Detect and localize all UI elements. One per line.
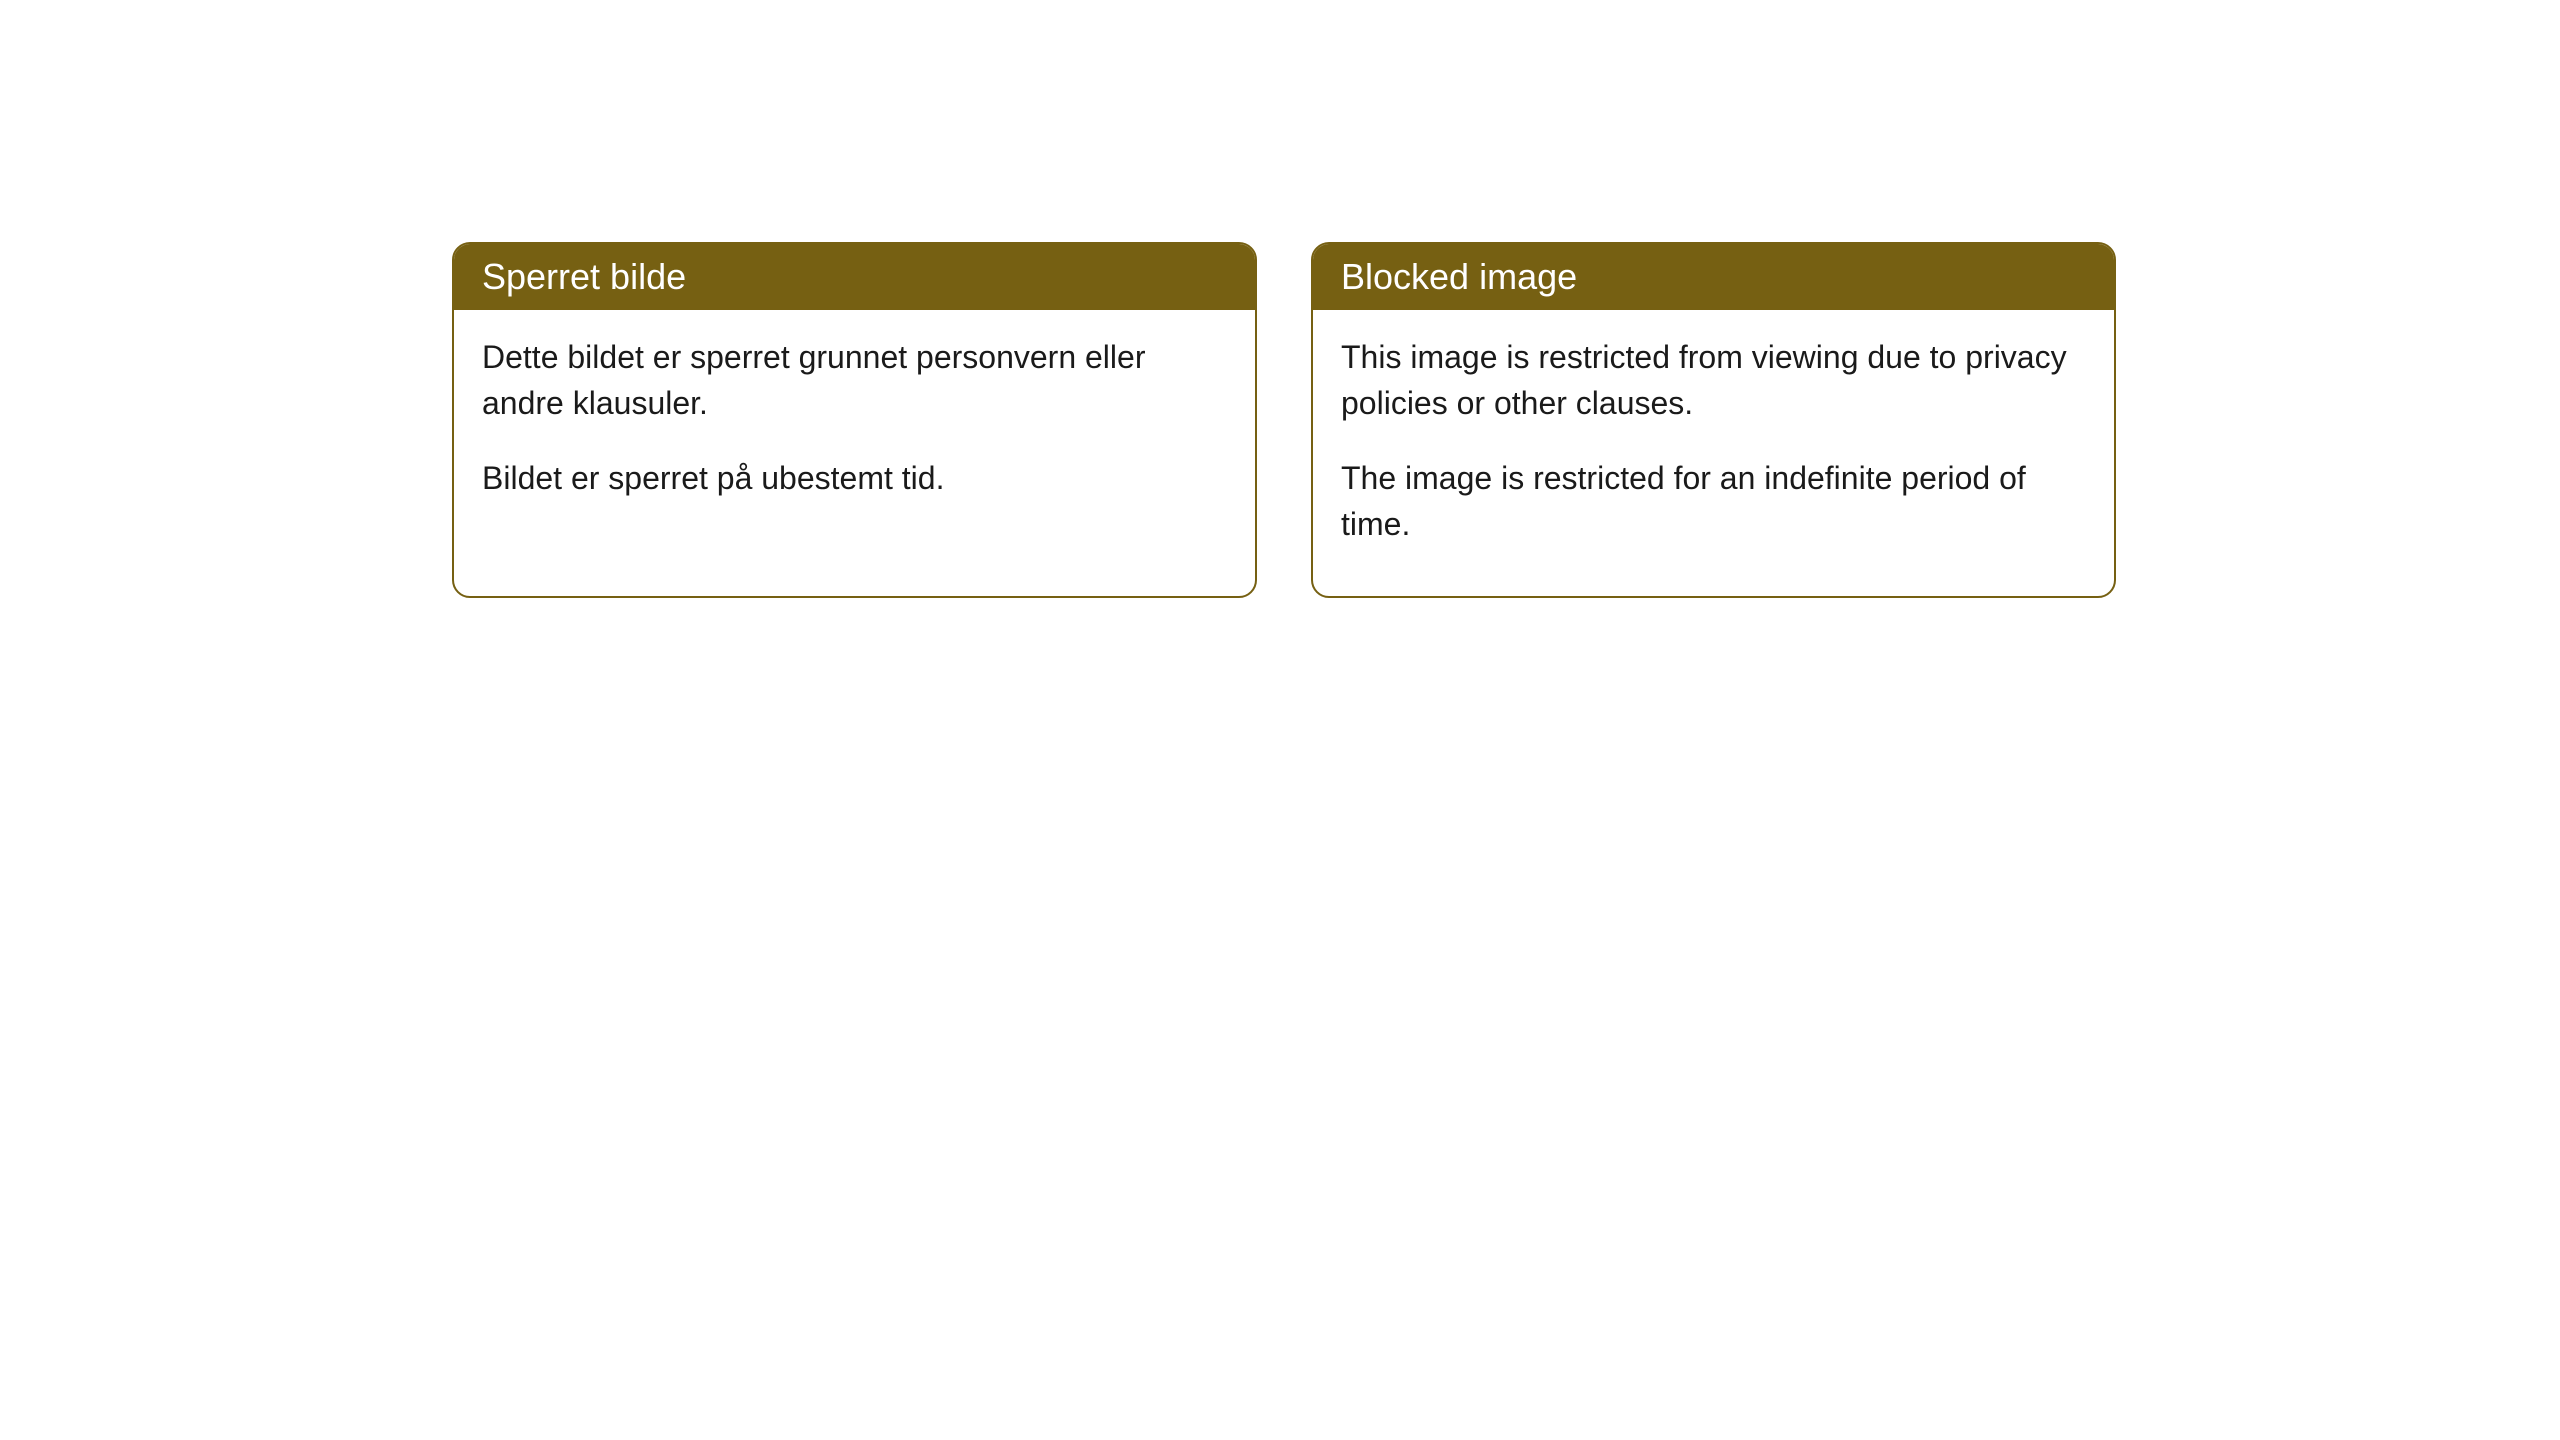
blocked-image-card-english: Blocked image This image is restricted f… — [1311, 242, 2116, 598]
card-paragraph: Bildet er sperret på ubestemt tid. — [482, 455, 1227, 501]
blocked-image-card-norwegian: Sperret bilde Dette bildet er sperret gr… — [452, 242, 1257, 598]
card-body: Dette bildet er sperret grunnet personve… — [454, 310, 1255, 549]
card-header: Blocked image — [1313, 244, 2114, 310]
notice-cards-container: Sperret bilde Dette bildet er sperret gr… — [0, 0, 2560, 598]
card-paragraph: The image is restricted for an indefinit… — [1341, 455, 2086, 548]
card-title: Blocked image — [1341, 256, 1577, 297]
card-paragraph: Dette bildet er sperret grunnet personve… — [482, 334, 1227, 427]
card-paragraph: This image is restricted from viewing du… — [1341, 334, 2086, 427]
card-header: Sperret bilde — [454, 244, 1255, 310]
card-title: Sperret bilde — [482, 256, 686, 297]
card-body: This image is restricted from viewing du… — [1313, 310, 2114, 596]
